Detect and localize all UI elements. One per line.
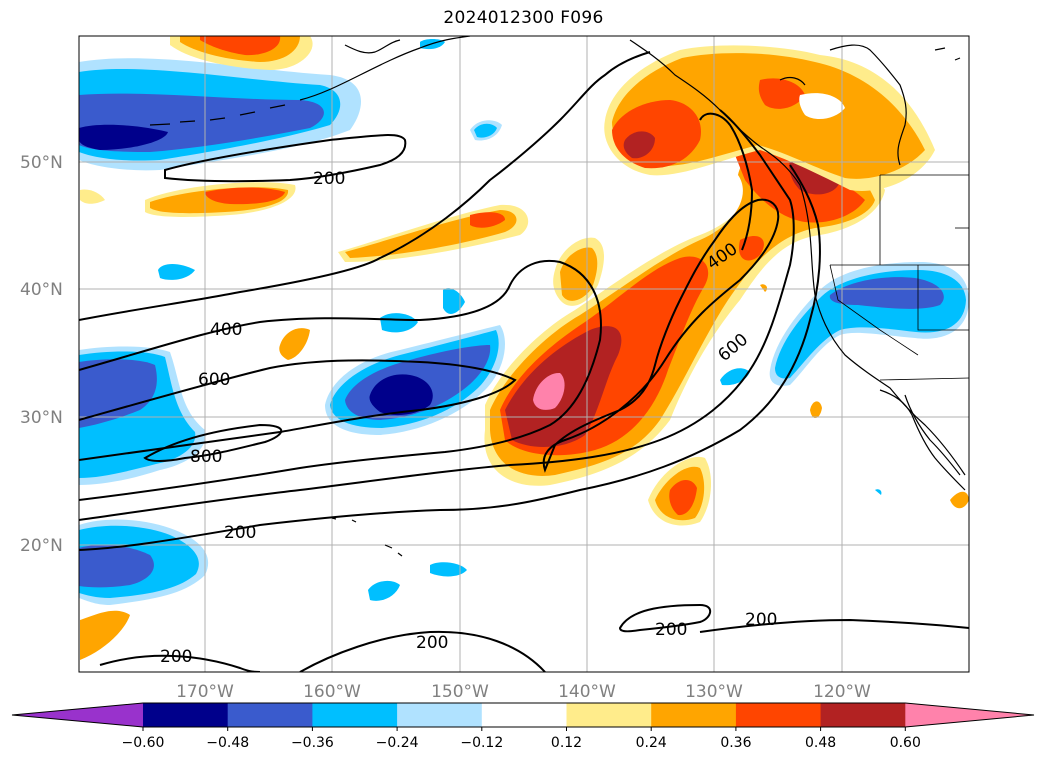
negative-anomaly-small-spots [158,39,882,601]
contour-label: 200 [224,523,256,543]
positive-anomaly-47n [145,182,296,217]
lon-label: 170°W [176,682,234,702]
colorbar-tick-label: 0.48 [805,735,836,751]
positive-anomaly-small-spots [80,189,969,660]
contour-label: 400 [210,320,242,340]
positive-anomaly-bering [170,36,313,70]
colorbar-segment [566,703,652,727]
colorbar-segment [397,703,483,727]
map-title: 2024012300 F096 [443,8,604,28]
contour-label: 600 [198,370,230,390]
colorbar-tick-label: −0.36 [291,735,334,751]
colorbar-segment [312,703,398,727]
lon-label: 160°W [303,682,361,702]
latitude-labels: 50°N 40°N 30°N 20°N [20,153,63,556]
positive-anomaly-22n [648,456,712,526]
colorbar-segment [481,703,567,727]
contour-label: 200 [655,620,687,640]
colorbar-tick-label: −0.24 [376,735,419,751]
positive-anomaly-gulf-of-alaska [604,45,935,191]
longitude-labels: 170°W 160°W 150°W 140°W 130°W 120°W [176,682,871,702]
negative-anomaly-southwest [79,519,209,605]
lon-label: 120°W [813,682,871,702]
graticule [79,36,969,672]
colorbar: −0.60 −0.48 −0.36 −0.24 −0.12 0.12 0.24 0.36 0.4… [11,702,1035,751]
lat-label: 40°N [20,280,63,300]
contour-lines [79,51,969,672]
lon-label: 130°W [685,682,743,702]
lat-label: 20°N [20,536,63,556]
colorbar-segment [143,703,229,727]
coastlines [149,36,966,557]
contour-label: 200 [160,647,192,667]
colorbar-tick-label: 0.60 [890,735,921,751]
colorbar-extend-max [905,703,1034,727]
map-frame [78,35,970,673]
lat-label: 50°N [20,153,63,173]
lat-label: 30°N [20,408,63,428]
colorbar-segment [820,703,906,727]
colorbar-segment [651,703,737,727]
colorbar-tick-label: 0.36 [720,735,751,751]
colorbar-tick-label: 0.12 [551,735,582,751]
colorbar-extend-min [12,703,143,727]
positive-anomaly-43n [338,204,529,262]
colorbar-segment [227,703,313,727]
positive-anomaly-atmospheric-river [484,128,885,486]
contour-label: 200 [745,610,777,630]
negative-anomaly-north-pacific [79,58,362,171]
colorbar-tick-label: 0.24 [636,735,667,751]
contour-label: 200 [313,169,345,189]
colorbar-tick-label: −0.48 [206,735,249,751]
lon-label: 150°W [431,682,489,702]
contour-label: 200 [416,633,448,653]
lon-label: 140°W [558,682,616,702]
colorbar-segment [735,703,822,727]
political-boundaries [829,174,969,381]
contour-label: 800 [190,447,222,467]
colorbar-tick-label: −0.60 [122,735,165,751]
colorbar-tick-label: −0.12 [460,735,503,751]
